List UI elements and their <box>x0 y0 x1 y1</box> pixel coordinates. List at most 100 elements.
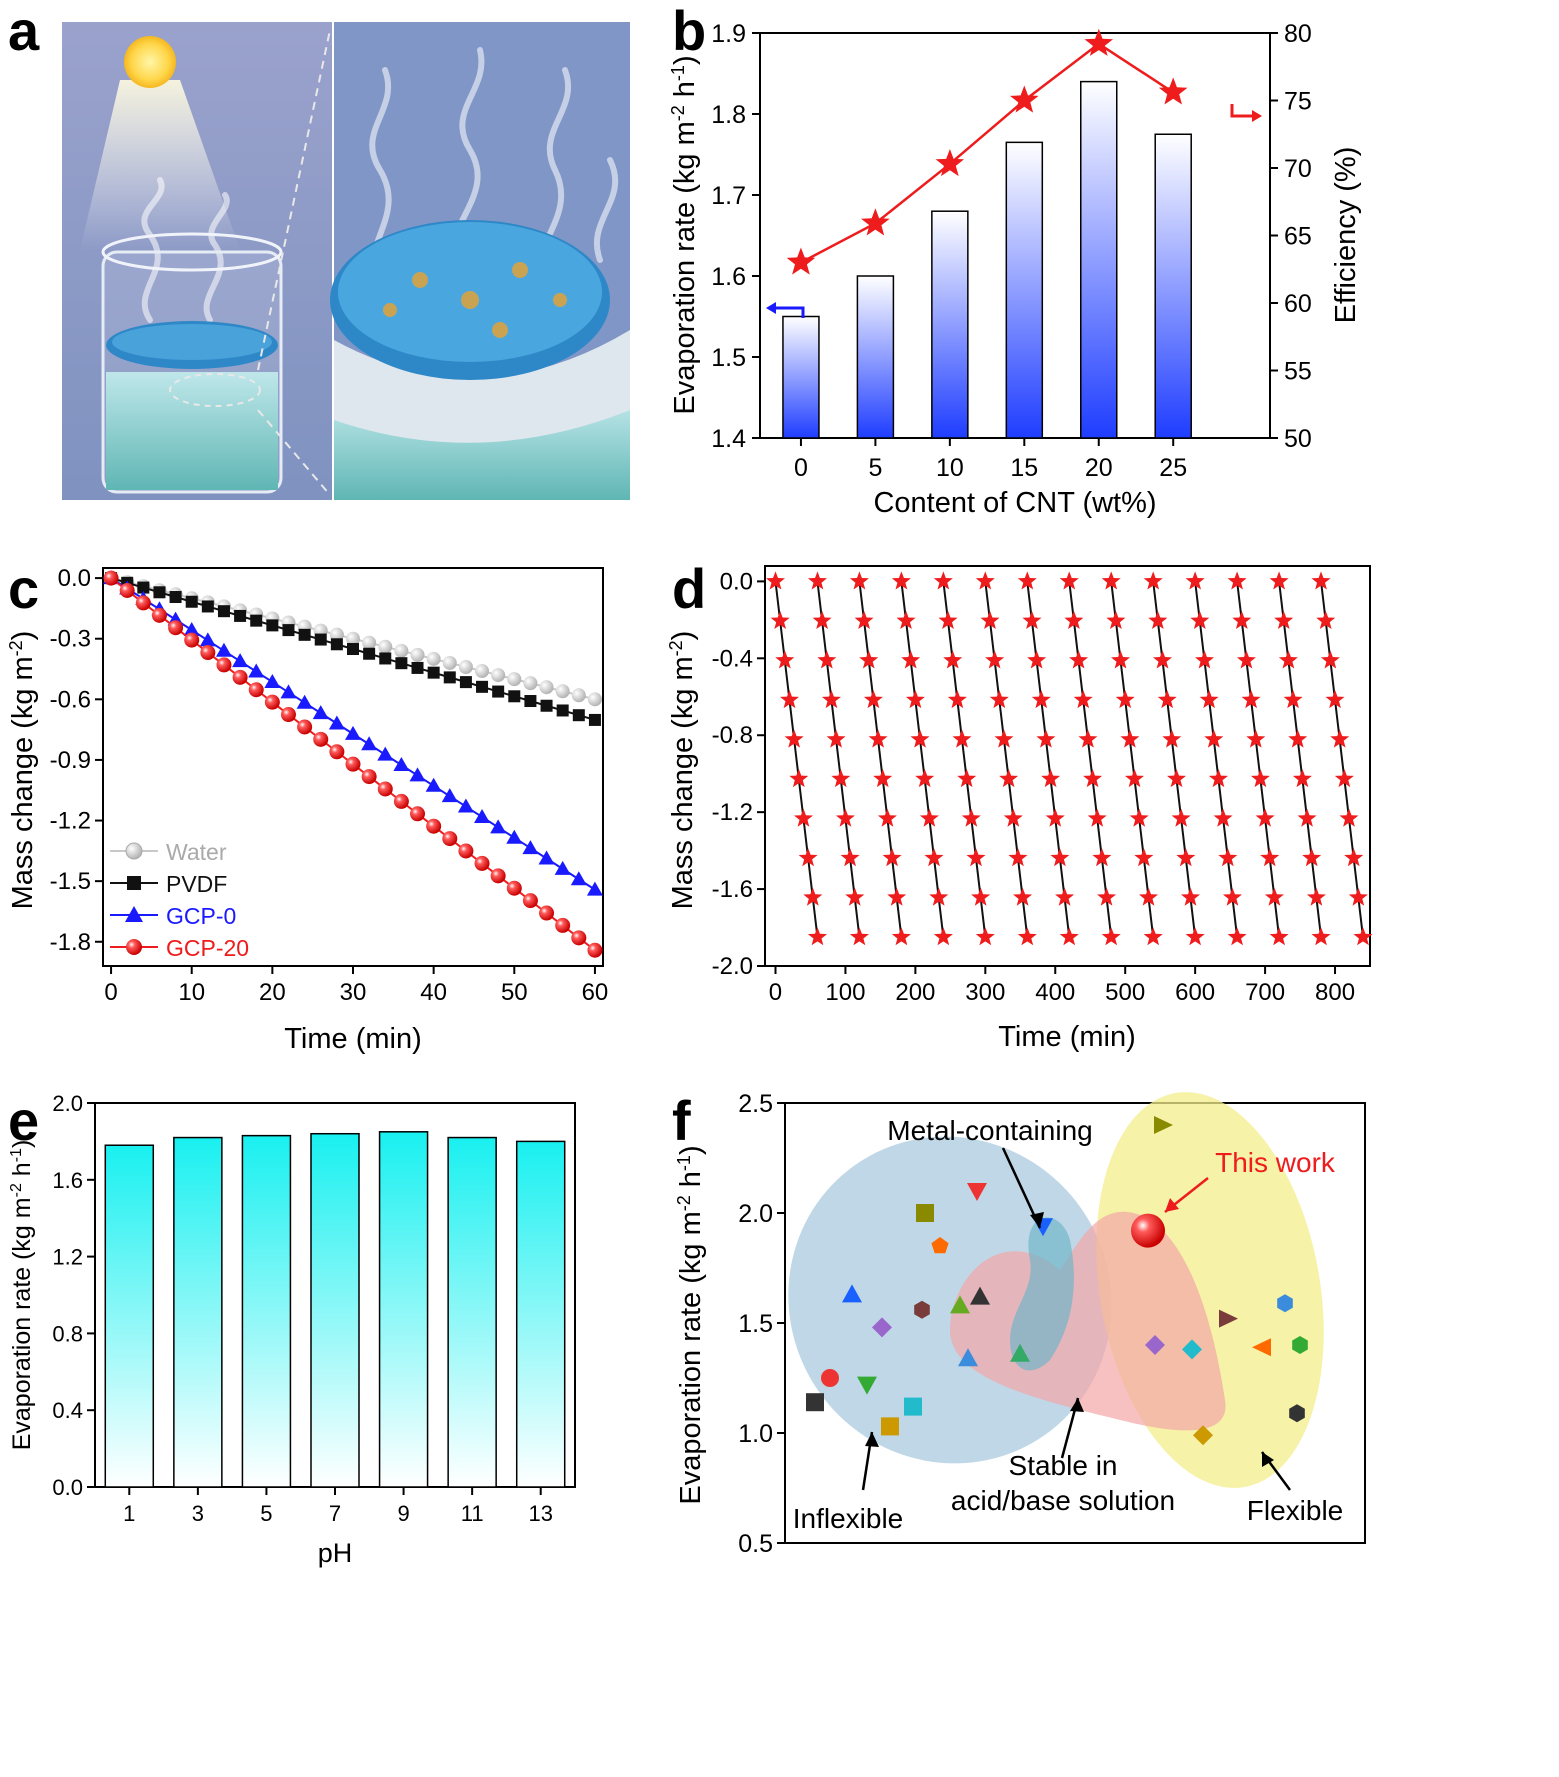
cycle-point <box>868 729 888 748</box>
cycle-point <box>859 650 879 669</box>
cycle-point <box>915 769 935 788</box>
point-gcp20 <box>297 719 313 735</box>
point-gcp20 <box>135 595 151 611</box>
cycle-point <box>775 650 795 669</box>
cycle-point <box>1353 927 1373 946</box>
cycle-point <box>1069 650 1089 669</box>
x-tick-label: 40 <box>420 979 447 1006</box>
cycle-point <box>1181 887 1200 906</box>
literature-point <box>958 1348 978 1367</box>
bar-e-ph3 <box>173 1136 223 1488</box>
cycle-point <box>1050 848 1070 867</box>
cycle-point <box>966 848 986 867</box>
point-water <box>507 672 522 687</box>
point-pvdf <box>153 586 166 599</box>
cycle-point <box>1171 808 1191 827</box>
point-pvdf <box>443 671 456 684</box>
cycle-point <box>840 848 860 867</box>
legend-gcp20: GCP-20 <box>166 935 249 961</box>
cycle-point <box>845 887 865 906</box>
point-water <box>329 627 344 642</box>
cycle-point <box>947 690 967 709</box>
cycle-point <box>1017 927 1037 946</box>
beaker-icon <box>101 232 283 494</box>
y-tick-label: -1.2 <box>50 808 91 835</box>
literature-point <box>931 1237 949 1254</box>
cycle-point <box>1288 729 1308 748</box>
cycle-point <box>975 927 995 946</box>
point-pvdf <box>588 713 601 726</box>
cycle-point <box>1083 769 1103 788</box>
cycle-point <box>1269 927 1289 946</box>
cycle-point <box>924 848 944 867</box>
point-gcp20 <box>248 682 264 698</box>
cycle-point <box>1232 610 1252 629</box>
cycle-point <box>887 887 907 906</box>
panel-label-e: e <box>8 1089 39 1152</box>
literature-point <box>842 1284 862 1303</box>
chart-d-xlabel: Time (min) <box>998 1021 1135 1053</box>
cycle-point <box>1213 808 1233 827</box>
point-water <box>426 651 441 666</box>
bar-b-10 <box>931 210 969 439</box>
chart-e-xlabel: pH <box>318 1538 353 1568</box>
cycle-point <box>766 571 785 590</box>
literature-point <box>970 1286 990 1305</box>
cycle-point <box>1208 769 1228 788</box>
cycle-point <box>1027 650 1047 669</box>
point-water <box>491 668 506 683</box>
x-tick-label: 20 <box>259 979 286 1006</box>
cycle-point <box>1260 848 1280 867</box>
label-metal-containing: Metal-containing <box>887 1115 1092 1146</box>
point-gcp0 <box>425 777 442 792</box>
cycle-point <box>1222 887 1242 906</box>
point-pvdf <box>476 680 489 693</box>
point-pvdf <box>266 619 279 632</box>
cycle-line <box>1110 581 1155 938</box>
x-tick-label: 0 <box>769 979 782 1006</box>
point-pvdf <box>572 709 585 722</box>
point-gcp20 <box>571 930 587 946</box>
point-gcp20 <box>280 707 296 723</box>
x-tick-label: 800 <box>1315 979 1355 1006</box>
literature-point <box>806 1393 824 1412</box>
cycle-point <box>849 927 869 946</box>
y2-tick-label: 80 <box>1284 20 1312 48</box>
point-gcp0 <box>328 715 345 730</box>
point-pvdf <box>217 605 230 618</box>
point-pvdf <box>185 595 198 608</box>
cycle-point <box>1129 808 1149 827</box>
literature-point <box>1219 1309 1238 1328</box>
cycle-point <box>1111 650 1131 669</box>
y-tick-label: -1.6 <box>712 876 753 903</box>
chart-c-ylabel: Mass change (kg m-2) <box>6 631 39 910</box>
cycle-point <box>1017 571 1037 590</box>
left-axis-arrow-icon <box>772 306 805 318</box>
point-pvdf <box>379 652 392 665</box>
x-tick-label: 20 <box>1085 454 1113 482</box>
cycle-point <box>1101 927 1121 946</box>
point-gcp20 <box>313 731 329 747</box>
bar-b-5 <box>856 275 895 439</box>
steam-wisps <box>141 47 619 323</box>
point-gcp0 <box>441 788 458 803</box>
point-gcp20 <box>506 880 522 896</box>
y-tick-label: 0.5 <box>738 1530 773 1558</box>
point-pvdf <box>347 643 359 656</box>
point-gcp20 <box>377 781 393 797</box>
cycle-point <box>1241 690 1261 709</box>
cycle-point <box>1339 808 1359 827</box>
efficiency-point <box>1158 77 1188 105</box>
point-pvdf <box>314 633 327 646</box>
point-water <box>346 631 360 646</box>
cycle-point <box>910 729 930 748</box>
cycle-point <box>905 690 925 709</box>
cycle-line <box>942 581 987 938</box>
bar-e-ph11 <box>447 1136 497 1488</box>
cycle-point <box>826 729 846 748</box>
chart-e: 1 3 5 7 9 11 130.00.40.81.21.62.0 pH Evaporati… <box>8 1091 576 1568</box>
point-gcp0 <box>586 881 603 896</box>
literature-point <box>1289 1404 1305 1423</box>
cycle-point <box>901 650 921 669</box>
point-water <box>587 692 602 707</box>
